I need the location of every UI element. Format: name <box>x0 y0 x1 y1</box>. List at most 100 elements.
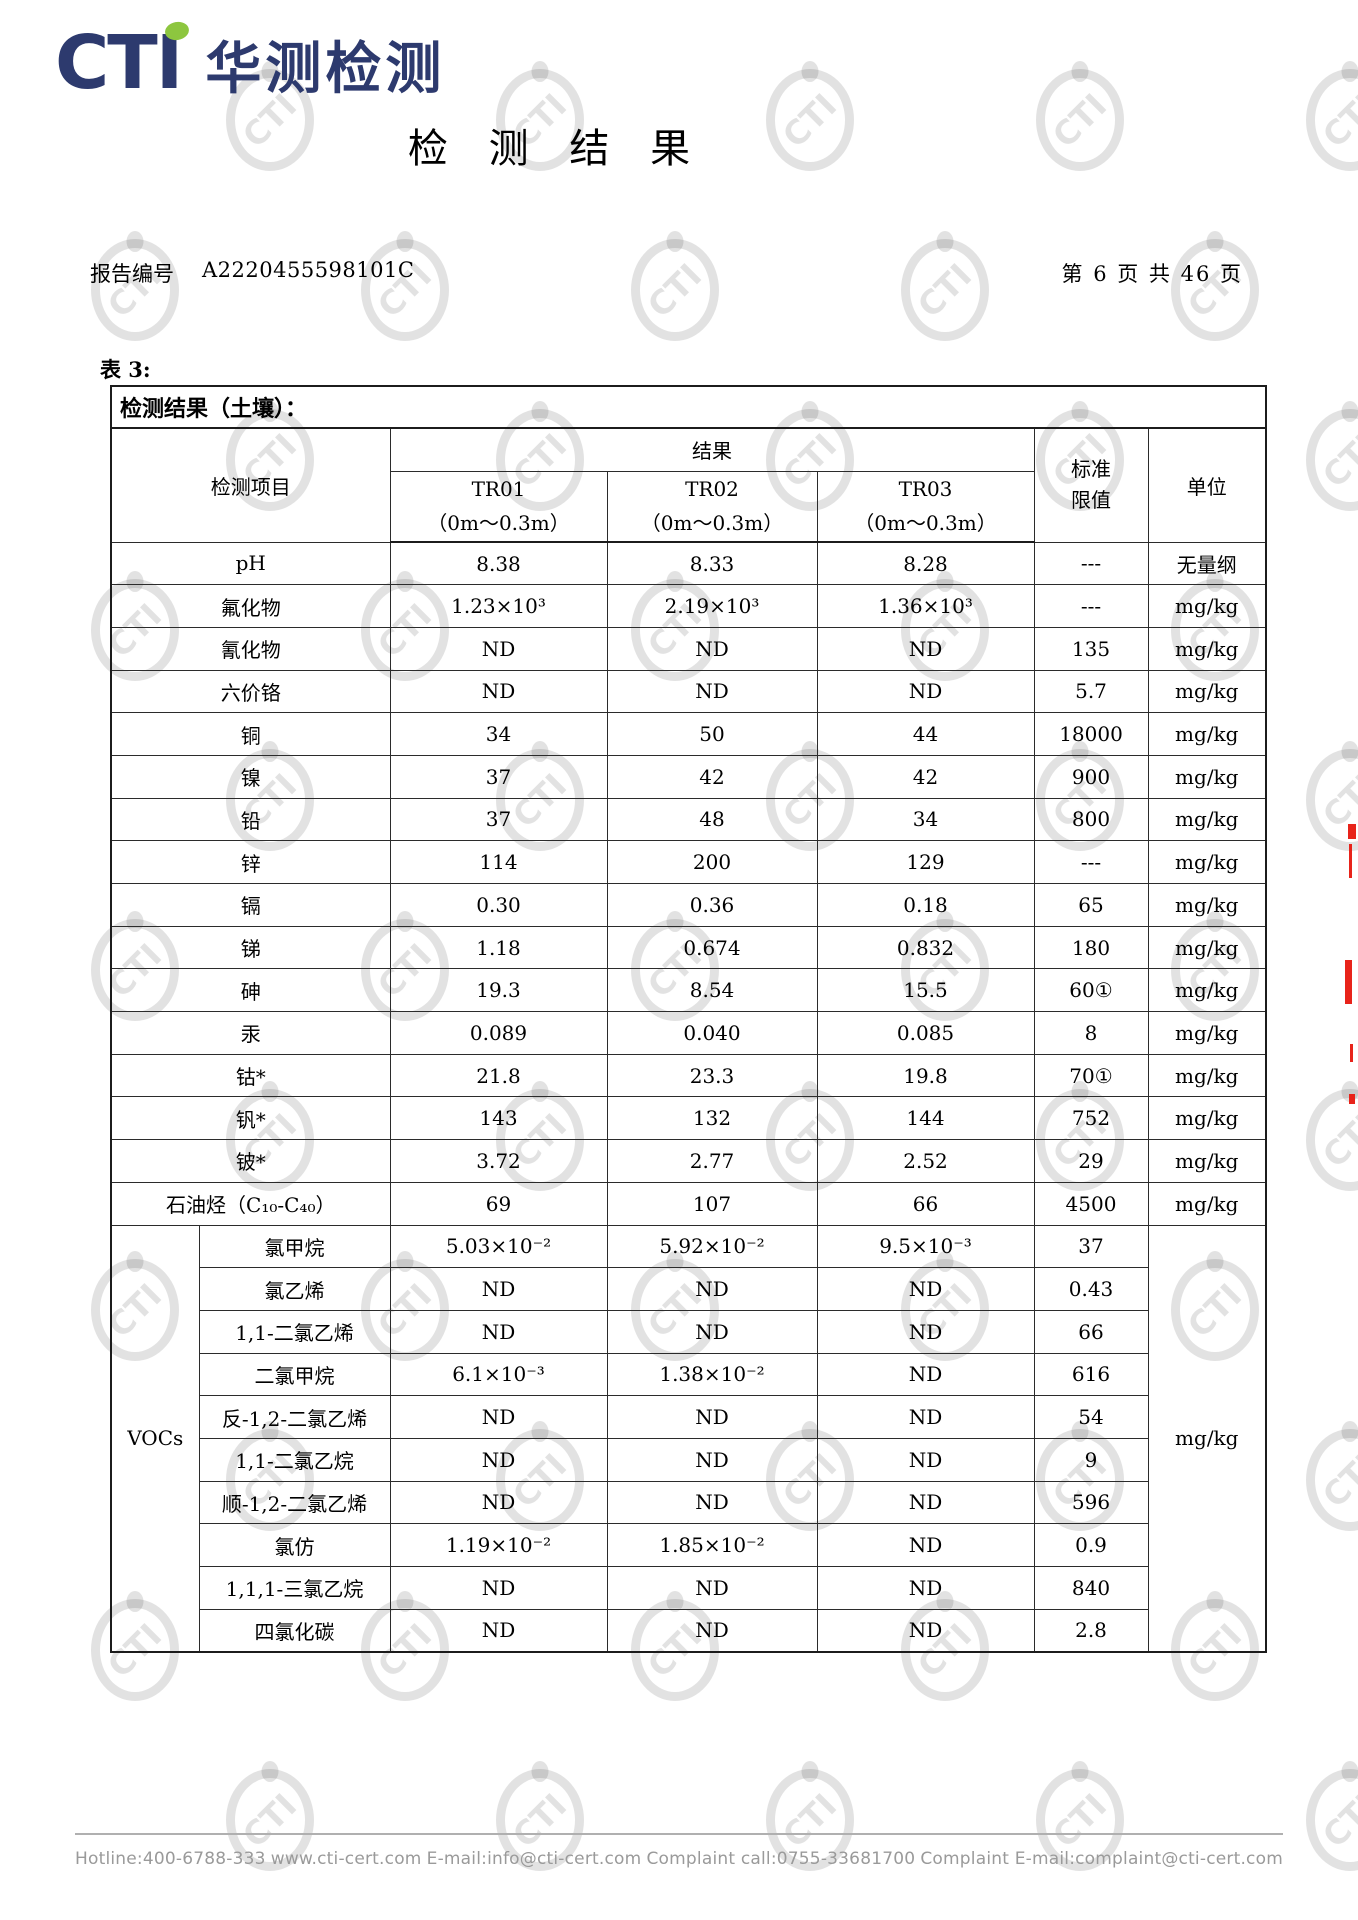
unit-value: mg/kg <box>1147 883 1267 927</box>
result-value: 42 <box>816 754 1035 799</box>
result-value: 5.92×10⁻² <box>606 1224 818 1269</box>
result-value: 8.38 <box>389 541 608 586</box>
result-value: 2.19×10³ <box>606 584 818 628</box>
sample-depth: （0m～0.3m） <box>427 511 570 536</box>
result-value: 0.36 <box>606 883 818 927</box>
result-value: 0.040 <box>606 1011 818 1055</box>
limit-value: 616 <box>1033 1352 1149 1397</box>
cti-watermark-icon: CTI <box>1171 239 1259 341</box>
unit-value: mg/kg <box>1147 968 1267 1013</box>
unit-value: mg/kg <box>1147 669 1267 714</box>
table-caption: 表 3: <box>100 357 151 382</box>
cti-watermark-icon: CTI <box>1306 749 1358 851</box>
result-value: ND <box>606 1480 818 1525</box>
table-row: 钴* 21.8 23.3 19.8 70① mg/kg <box>110 1053 1267 1098</box>
result-value: 1.36×10³ <box>816 584 1035 628</box>
unit-value: mg/kg <box>1147 1011 1267 1055</box>
result-value: 2.52 <box>816 1139 1035 1183</box>
unit-value: mg/kg <box>1147 712 1267 756</box>
table-subtitle: 检测结果（土壤）： <box>110 385 1267 429</box>
footer-item: E-mail:info@cti-cert.com <box>426 1849 642 1869</box>
result-value: ND <box>606 1309 818 1354</box>
result-value: 69 <box>389 1181 608 1226</box>
result-value: ND <box>816 1523 1035 1567</box>
limit-value: --- <box>1033 541 1149 586</box>
table-row: 氟化物 1.23×10³ 2.19×10³ 1.36×10³ --- mg/kg <box>110 584 1267 628</box>
table-row: 石油烃（C₁₀-C₄₀） 69 107 66 4500 mg/kg <box>110 1181 1267 1226</box>
limit-value: 54 <box>1033 1395 1149 1439</box>
cti-watermark-icon: CTI <box>226 69 314 171</box>
limit-value: 900 <box>1033 754 1149 799</box>
result-value: ND <box>816 1480 1035 1525</box>
result-value: 0.832 <box>816 925 1035 970</box>
limit-value: 9 <box>1033 1437 1149 1482</box>
table-header-row-2: TR01 （0m～0.3m） TR02 （0m～0.3m） TR03 （0m～0… <box>111 470 1266 543</box>
column-header-sample-tr03: TR03 （0m～0.3m） <box>816 470 1035 543</box>
unit-value: 无量纲 <box>1147 541 1267 586</box>
analyte-name: pH <box>110 541 391 586</box>
analyte-name: 氯仿 <box>198 1523 391 1567</box>
result-value: ND <box>606 626 818 671</box>
limit-value: 70① <box>1033 1053 1149 1098</box>
voc-table-row: 1,1,1-三氯乙烷 ND ND ND 840 <box>111 1566 1266 1610</box>
result-value: 0.085 <box>816 1011 1035 1055</box>
result-value: ND <box>606 1395 818 1439</box>
unit-value: mg/kg <box>1147 1181 1267 1226</box>
result-value: 44 <box>816 712 1035 756</box>
unit-value: mg/kg <box>1147 754 1267 799</box>
table-row: 汞 0.089 0.040 0.085 8 mg/kg <box>110 1011 1267 1055</box>
result-value: 143 <box>389 1096 608 1141</box>
result-value: ND <box>389 626 608 671</box>
result-value: ND <box>389 1437 608 1482</box>
footer-item: Complaint E-mail:complaint@cti-cert.com <box>920 1849 1283 1869</box>
result-value: 23.3 <box>606 1053 818 1098</box>
analyte-name: 钒* <box>110 1096 391 1141</box>
page-indicator: 第 6 页 共 46 页 <box>1061 262 1243 286</box>
cti-watermark-icon: CTI <box>1306 1429 1358 1531</box>
unit-value: mg/kg <box>1147 1096 1267 1141</box>
footer: Hotline:400-6788-333 www.cti-cert.com E-ma… <box>75 1849 1283 1869</box>
result-value: 2.77 <box>606 1139 818 1183</box>
table-row: 铍* 3.72 2.77 2.52 29 mg/kg <box>110 1139 1267 1183</box>
sample-depth: （0m～0.3m） <box>640 511 784 536</box>
cti-watermark-icon: CTI <box>631 239 719 341</box>
table-row: 铅 37 48 34 800 mg/kg <box>110 797 1267 842</box>
result-value: 21.8 <box>389 1053 608 1098</box>
result-value: 3.72 <box>389 1139 608 1183</box>
report-number-value: A2220455598101C <box>202 258 415 282</box>
analyte-name: 顺-1,2-二氯乙烯 <box>198 1480 391 1525</box>
analyte-name: 氰化物 <box>110 626 391 671</box>
voc-table-row: 反-1,2-二氯乙烯 ND ND ND 54 <box>111 1395 1266 1439</box>
voc-table-row: 氯乙烯 ND ND ND 0.43 <box>111 1267 1266 1311</box>
cti-watermark-icon: CTI <box>496 69 584 171</box>
footer-divider <box>75 1833 1283 1835</box>
cti-logo-letters: CTI <box>55 20 191 100</box>
limit-value: --- <box>1033 584 1149 628</box>
limit-value: 180 <box>1033 925 1149 970</box>
footer-item: Hotline:400-6788-333 <box>75 1849 266 1869</box>
table-row: 镉 0.30 0.36 0.18 65 mg/kg <box>110 883 1267 927</box>
sample-id: TR01 <box>471 477 526 502</box>
column-header-result-group: 结果 <box>389 427 1035 472</box>
unit-value: mg/kg <box>1147 1224 1267 1653</box>
column-header-unit: 单位 <box>1147 427 1267 543</box>
analyte-name: 氯甲烷 <box>198 1224 391 1269</box>
unit-value: mg/kg <box>1147 584 1267 628</box>
column-header-sample-tr02: TR02 （0m～0.3m） <box>606 470 818 543</box>
unit-value: mg/kg <box>1147 1053 1267 1098</box>
cti-watermark-icon: CTI <box>1306 1089 1358 1191</box>
sample-id: TR02 <box>685 477 739 502</box>
result-value: 5.03×10⁻² <box>389 1224 608 1269</box>
footer-item: Complaint call:0755-33681700 <box>646 1849 916 1869</box>
red-ink-mark <box>1350 1044 1353 1062</box>
cti-watermark-icon: CTI <box>361 239 449 341</box>
limit-value: 29 <box>1033 1139 1149 1183</box>
result-value: 114 <box>389 840 608 884</box>
unit-value: mg/kg <box>1147 626 1267 671</box>
result-value: 0.674 <box>606 925 818 970</box>
analyte-name: 六价铬 <box>110 669 391 714</box>
limit-value: 596 <box>1033 1480 1149 1525</box>
table-row: 锑 1.18 0.674 0.832 180 mg/kg <box>110 925 1267 970</box>
voc-table-row: 顺-1,2-二氯乙烯 ND ND ND 596 <box>111 1480 1266 1525</box>
